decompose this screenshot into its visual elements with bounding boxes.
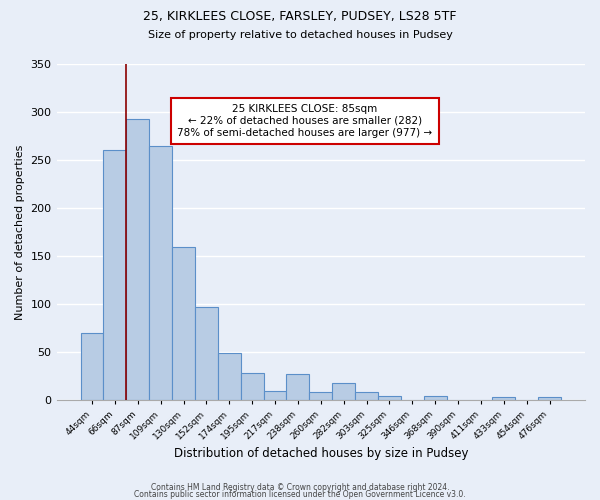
Bar xyxy=(493,398,515,400)
Bar xyxy=(424,396,446,400)
Bar xyxy=(127,119,149,400)
Bar xyxy=(241,374,263,400)
Bar xyxy=(80,333,103,400)
Bar xyxy=(172,246,195,400)
Bar xyxy=(286,374,310,400)
Bar xyxy=(263,390,286,400)
Bar xyxy=(378,396,401,400)
X-axis label: Distribution of detached houses by size in Pudsey: Distribution of detached houses by size … xyxy=(173,447,468,460)
Bar xyxy=(310,392,332,400)
Text: 25, KIRKLEES CLOSE, FARSLEY, PUDSEY, LS28 5TF: 25, KIRKLEES CLOSE, FARSLEY, PUDSEY, LS2… xyxy=(143,10,457,23)
Text: Contains HM Land Registry data © Crown copyright and database right 2024.: Contains HM Land Registry data © Crown c… xyxy=(151,484,449,492)
Bar xyxy=(355,392,378,400)
Bar xyxy=(195,307,218,400)
Text: Size of property relative to detached houses in Pudsey: Size of property relative to detached ho… xyxy=(148,30,452,40)
Bar xyxy=(538,398,561,400)
Y-axis label: Number of detached properties: Number of detached properties xyxy=(15,144,25,320)
Text: 25 KIRKLEES CLOSE: 85sqm
← 22% of detached houses are smaller (282)
78% of semi-: 25 KIRKLEES CLOSE: 85sqm ← 22% of detach… xyxy=(178,104,433,138)
Bar xyxy=(149,146,172,400)
Bar xyxy=(218,353,241,401)
Bar xyxy=(332,383,355,400)
Text: Contains public sector information licensed under the Open Government Licence v3: Contains public sector information licen… xyxy=(134,490,466,499)
Bar xyxy=(103,150,127,400)
